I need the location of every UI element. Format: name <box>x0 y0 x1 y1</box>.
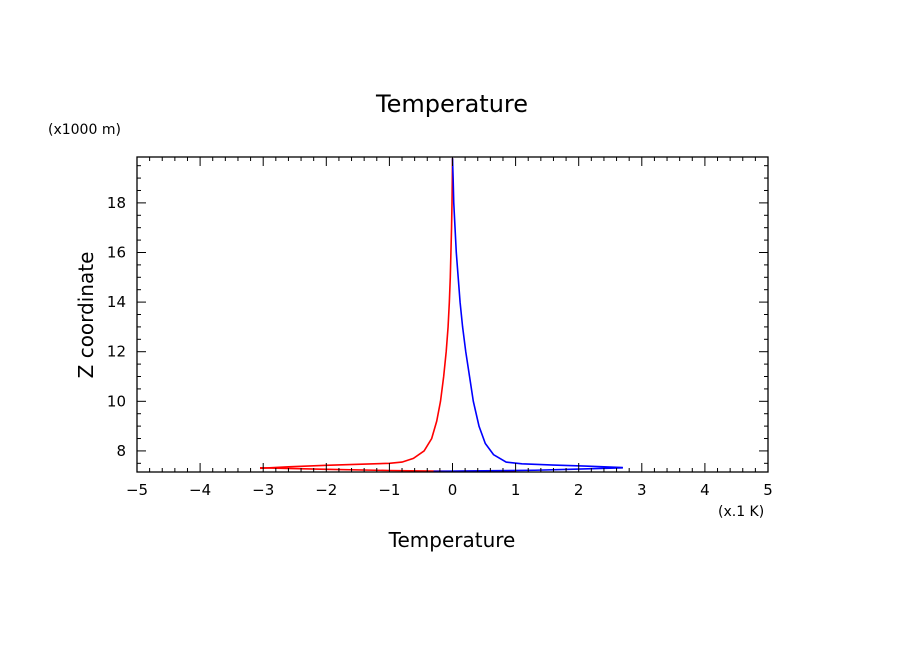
x-tick-label: 3 <box>637 481 647 499</box>
x-tick-label: −2 <box>315 481 337 499</box>
y-unit-label: (x1000 m) <box>48 122 121 138</box>
y-tick-label: 14 <box>107 293 126 311</box>
y-tick-label: 12 <box>107 343 126 361</box>
x-tick-label: −4 <box>189 481 211 499</box>
x-tick-label: 4 <box>700 481 710 499</box>
series-line-1 <box>260 158 454 470</box>
x-tick-label: −5 <box>126 481 148 499</box>
x-tick-label: 0 <box>448 481 458 499</box>
plot-frame <box>136 156 769 473</box>
y-axis-label: Z coordinate <box>74 252 98 379</box>
x-tick-label: 2 <box>574 481 584 499</box>
y-tick-label: 10 <box>107 392 126 410</box>
y-tick-label: 8 <box>116 442 126 460</box>
series-line-4 <box>433 466 623 473</box>
x-tick-label: −3 <box>252 481 274 499</box>
x-tick-label: 1 <box>511 481 521 499</box>
x-axis-label: Temperature <box>388 528 516 552</box>
x-unit-label: (x.1 K) <box>718 504 764 520</box>
y-tick-label: 16 <box>107 243 126 261</box>
y-tick-label: 18 <box>107 194 126 212</box>
series-layer <box>260 158 623 473</box>
series-line-2 <box>451 158 623 469</box>
x-tick-label: 5 <box>763 481 773 499</box>
x-tick-label: −1 <box>378 481 400 499</box>
chart-title: Temperature <box>375 90 528 118</box>
